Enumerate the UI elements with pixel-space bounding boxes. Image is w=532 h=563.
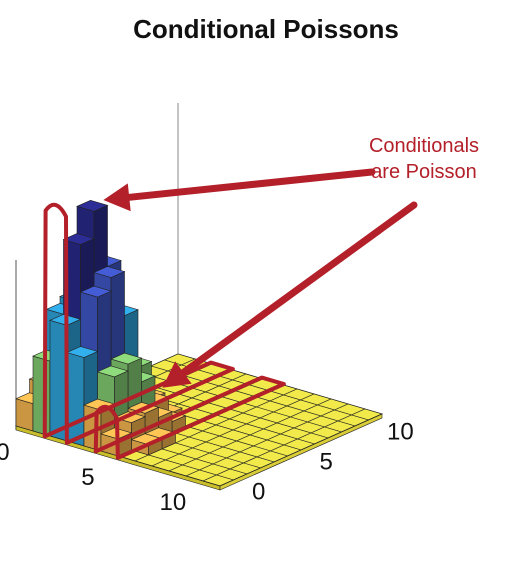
x-tick-label: 0 [0,439,10,466]
arrow-to-tall-slice [103,168,376,212]
y-tick-label: 10 [387,419,414,446]
floor-grid-line [202,408,366,482]
annotation: Conditionals are Poisson [103,135,479,388]
x-tick-label: 5 [81,464,94,491]
y-tick-label: 5 [320,449,333,476]
y-tick-label: 0 [252,479,265,506]
conditional-highlights [42,202,286,460]
arrow-to-short-slice [162,201,418,388]
tick-labels: 0 5 10 0 5 10 [0,419,414,517]
chart-title: Conditional Poissons [133,14,399,44]
x-tick-label: 10 [160,489,187,516]
annotation-line-1: Conditionals [369,135,479,157]
annotation-line-2: are Poisson [371,161,477,183]
highlight-slice-short [93,375,286,460]
highlight-slice-tall [42,202,235,445]
bars-group [15,199,187,457]
